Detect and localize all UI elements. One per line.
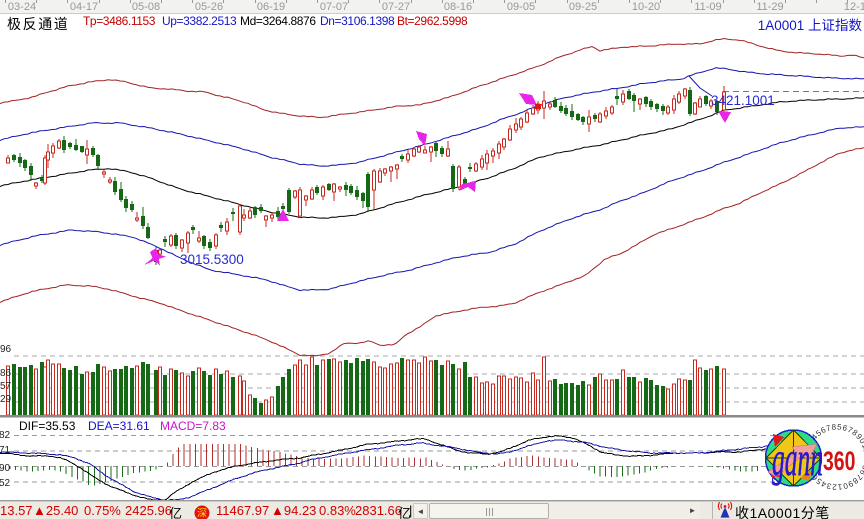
svg-text:深: 深 [197, 508, 207, 519]
svg-text:567890123456789012345678901234: 567890123456789012345678901234567890 [0, 0, 864, 492]
svg-text:gann: gann [772, 432, 823, 486]
svg-text:360: 360 [823, 446, 855, 476]
